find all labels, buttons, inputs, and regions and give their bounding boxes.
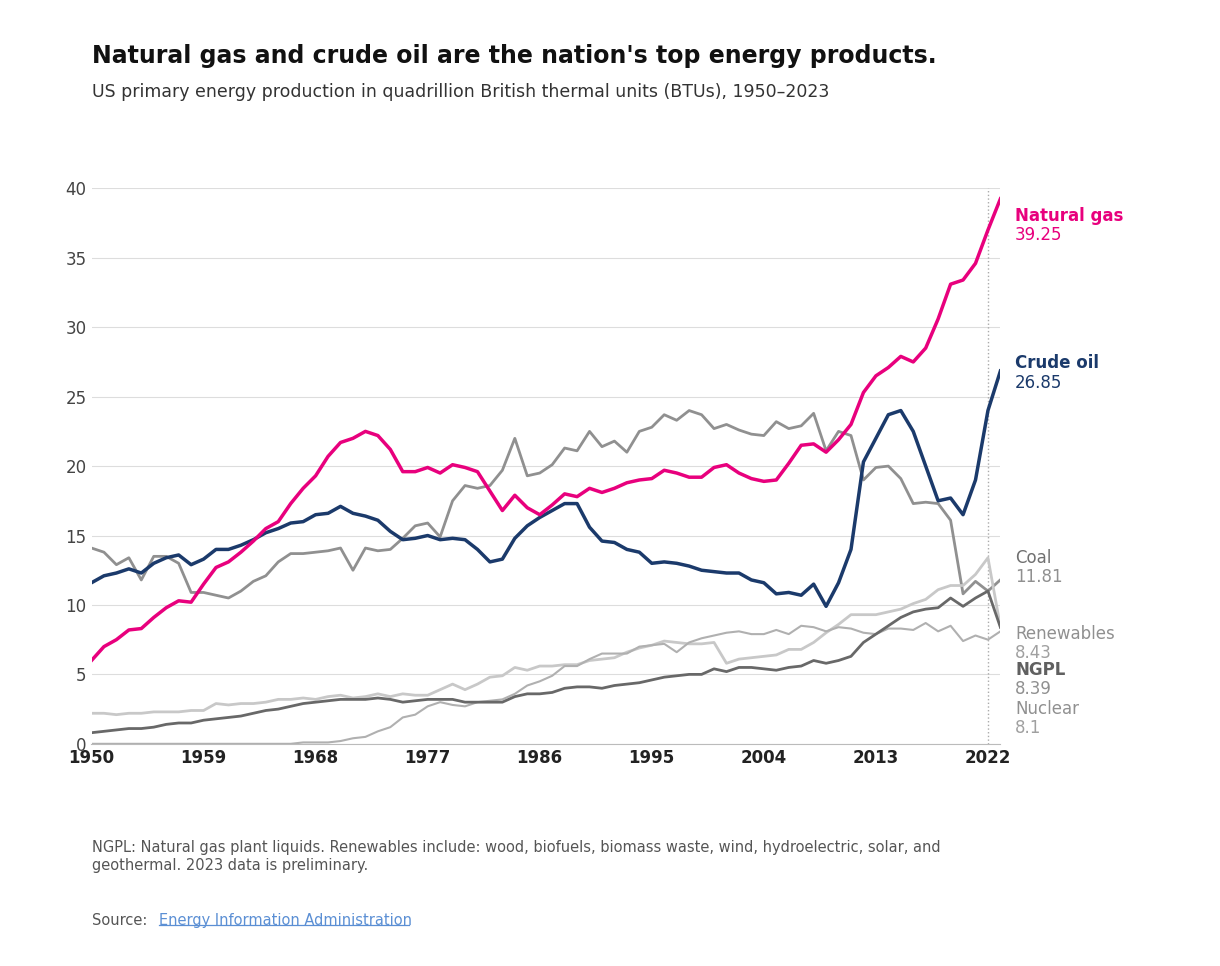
Text: 8.1: 8.1	[1015, 719, 1042, 737]
Text: 8.39: 8.39	[1015, 680, 1052, 698]
Text: Natural gas and crude oil are the nation's top energy products.: Natural gas and crude oil are the nation…	[92, 43, 936, 68]
Text: Renewables: Renewables	[1015, 625, 1115, 642]
Text: NGPL: Natural gas plant liquids. Renewables include: wood, biofuels, biomass was: NGPL: Natural gas plant liquids. Renewab…	[92, 840, 941, 873]
Text: 39.25: 39.25	[1015, 226, 1063, 244]
Text: Energy Information Administration: Energy Information Administration	[159, 913, 411, 928]
Text: Crude oil: Crude oil	[1015, 355, 1099, 372]
Text: Nuclear: Nuclear	[1015, 699, 1078, 718]
Text: Coal: Coal	[1015, 549, 1052, 567]
Text: US primary energy production in quadrillion British thermal units (BTUs), 1950–2: US primary energy production in quadrill…	[92, 83, 828, 101]
Text: 11.81: 11.81	[1015, 568, 1063, 586]
Text: Source:: Source:	[92, 913, 151, 928]
Text: 8.43: 8.43	[1015, 644, 1052, 662]
Text: NGPL: NGPL	[1015, 661, 1065, 679]
Text: 26.85: 26.85	[1015, 374, 1063, 391]
Text: Natural gas: Natural gas	[1015, 207, 1124, 225]
